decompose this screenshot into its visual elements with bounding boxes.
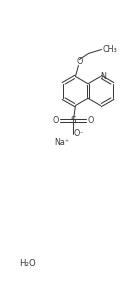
Text: CH₃: CH₃ xyxy=(102,45,117,54)
Text: O: O xyxy=(53,116,59,125)
Text: O: O xyxy=(76,57,83,66)
Text: Na⁺: Na⁺ xyxy=(54,138,69,147)
Text: O: O xyxy=(88,116,94,125)
Text: H₂O: H₂O xyxy=(19,260,35,269)
Text: N: N xyxy=(101,72,106,81)
Text: S: S xyxy=(71,116,76,125)
Text: O⁻: O⁻ xyxy=(73,129,84,138)
